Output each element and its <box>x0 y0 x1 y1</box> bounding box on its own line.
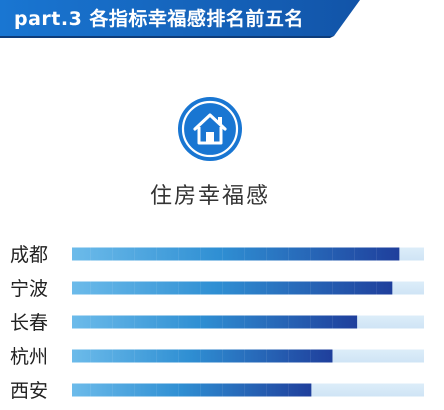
bar-texture <box>222 247 223 261</box>
bar-texture <box>200 349 201 363</box>
bar-texture <box>156 349 157 363</box>
bar-texture <box>244 281 245 295</box>
bar-texture <box>354 281 355 295</box>
bar-texture <box>200 281 201 295</box>
bar-texture <box>376 247 377 261</box>
bar-texture <box>310 247 311 261</box>
bar-texture <box>288 383 289 397</box>
chart-row: 成都 <box>10 244 424 266</box>
bar-texture <box>376 281 377 295</box>
bar-texture <box>244 247 245 261</box>
bar-texture <box>288 349 289 363</box>
bar-texture <box>200 383 201 397</box>
bar-成都 <box>72 247 400 261</box>
category-label: 长春 <box>10 312 48 334</box>
bar-texture <box>244 315 245 329</box>
bar-texture <box>244 383 245 397</box>
bar-texture <box>90 383 91 397</box>
bar-texture <box>90 349 91 363</box>
chart-row: 杭州 <box>10 346 424 368</box>
bar-texture <box>288 281 289 295</box>
bar-texture <box>266 315 267 329</box>
bar-texture <box>244 349 245 363</box>
bar-texture <box>266 281 267 295</box>
chart-row: 西安 <box>10 380 424 402</box>
bar-texture <box>178 383 179 397</box>
bar-texture <box>134 383 135 397</box>
bar-西安 <box>72 383 312 397</box>
chart-row: 宁波 <box>10 278 424 300</box>
bar-texture <box>156 383 157 397</box>
bar-texture <box>200 247 201 261</box>
bar-texture <box>90 315 91 329</box>
category-label: 西安 <box>10 380 48 402</box>
bar-texture <box>156 281 157 295</box>
bar-texture <box>178 349 179 363</box>
bar-texture <box>222 281 223 295</box>
bar-texture <box>222 383 223 397</box>
bar-texture <box>288 247 289 261</box>
section-banner: part.3 各指标幸福感排名前五名 <box>0 0 444 38</box>
bar-texture <box>354 247 355 261</box>
bar-texture <box>112 281 113 295</box>
bar-texture <box>200 315 201 329</box>
bar-texture <box>332 315 333 329</box>
bar-texture <box>332 247 333 261</box>
bar-texture <box>134 281 135 295</box>
bar-texture <box>266 383 267 397</box>
bar-texture <box>90 247 91 261</box>
bar-texture <box>178 247 179 261</box>
bar-texture <box>178 315 179 329</box>
bar-texture <box>288 315 289 329</box>
category-label: 杭州 <box>10 346 48 368</box>
category-label: 成都 <box>10 244 48 266</box>
bar-texture <box>156 247 157 261</box>
bar-texture <box>332 281 333 295</box>
bar-texture <box>112 349 113 363</box>
house-icon <box>177 96 243 162</box>
bar-texture <box>156 315 157 329</box>
category-title: 住房幸福感 <box>149 184 270 209</box>
section-title: part.3 各指标幸福感排名前五名 <box>14 8 304 30</box>
bar-texture <box>310 349 311 363</box>
bar-texture <box>134 349 135 363</box>
bar-texture <box>90 281 91 295</box>
bar-texture <box>310 315 311 329</box>
bar-texture <box>112 247 113 261</box>
chart-row: 长春 <box>10 312 424 334</box>
bar-texture <box>112 315 113 329</box>
bar-texture <box>134 247 135 261</box>
bar-texture <box>178 281 179 295</box>
bar-杭州 <box>72 349 333 363</box>
bar-texture <box>310 281 311 295</box>
bar-宁波 <box>72 281 393 295</box>
bar-长春 <box>72 315 358 329</box>
bar-texture <box>222 315 223 329</box>
banner-shape <box>0 0 360 38</box>
bar-texture <box>222 349 223 363</box>
bar-texture <box>266 349 267 363</box>
category-label: 宁波 <box>10 278 48 300</box>
bar-texture <box>266 247 267 261</box>
bar-texture <box>134 315 135 329</box>
bar-texture <box>112 383 113 397</box>
